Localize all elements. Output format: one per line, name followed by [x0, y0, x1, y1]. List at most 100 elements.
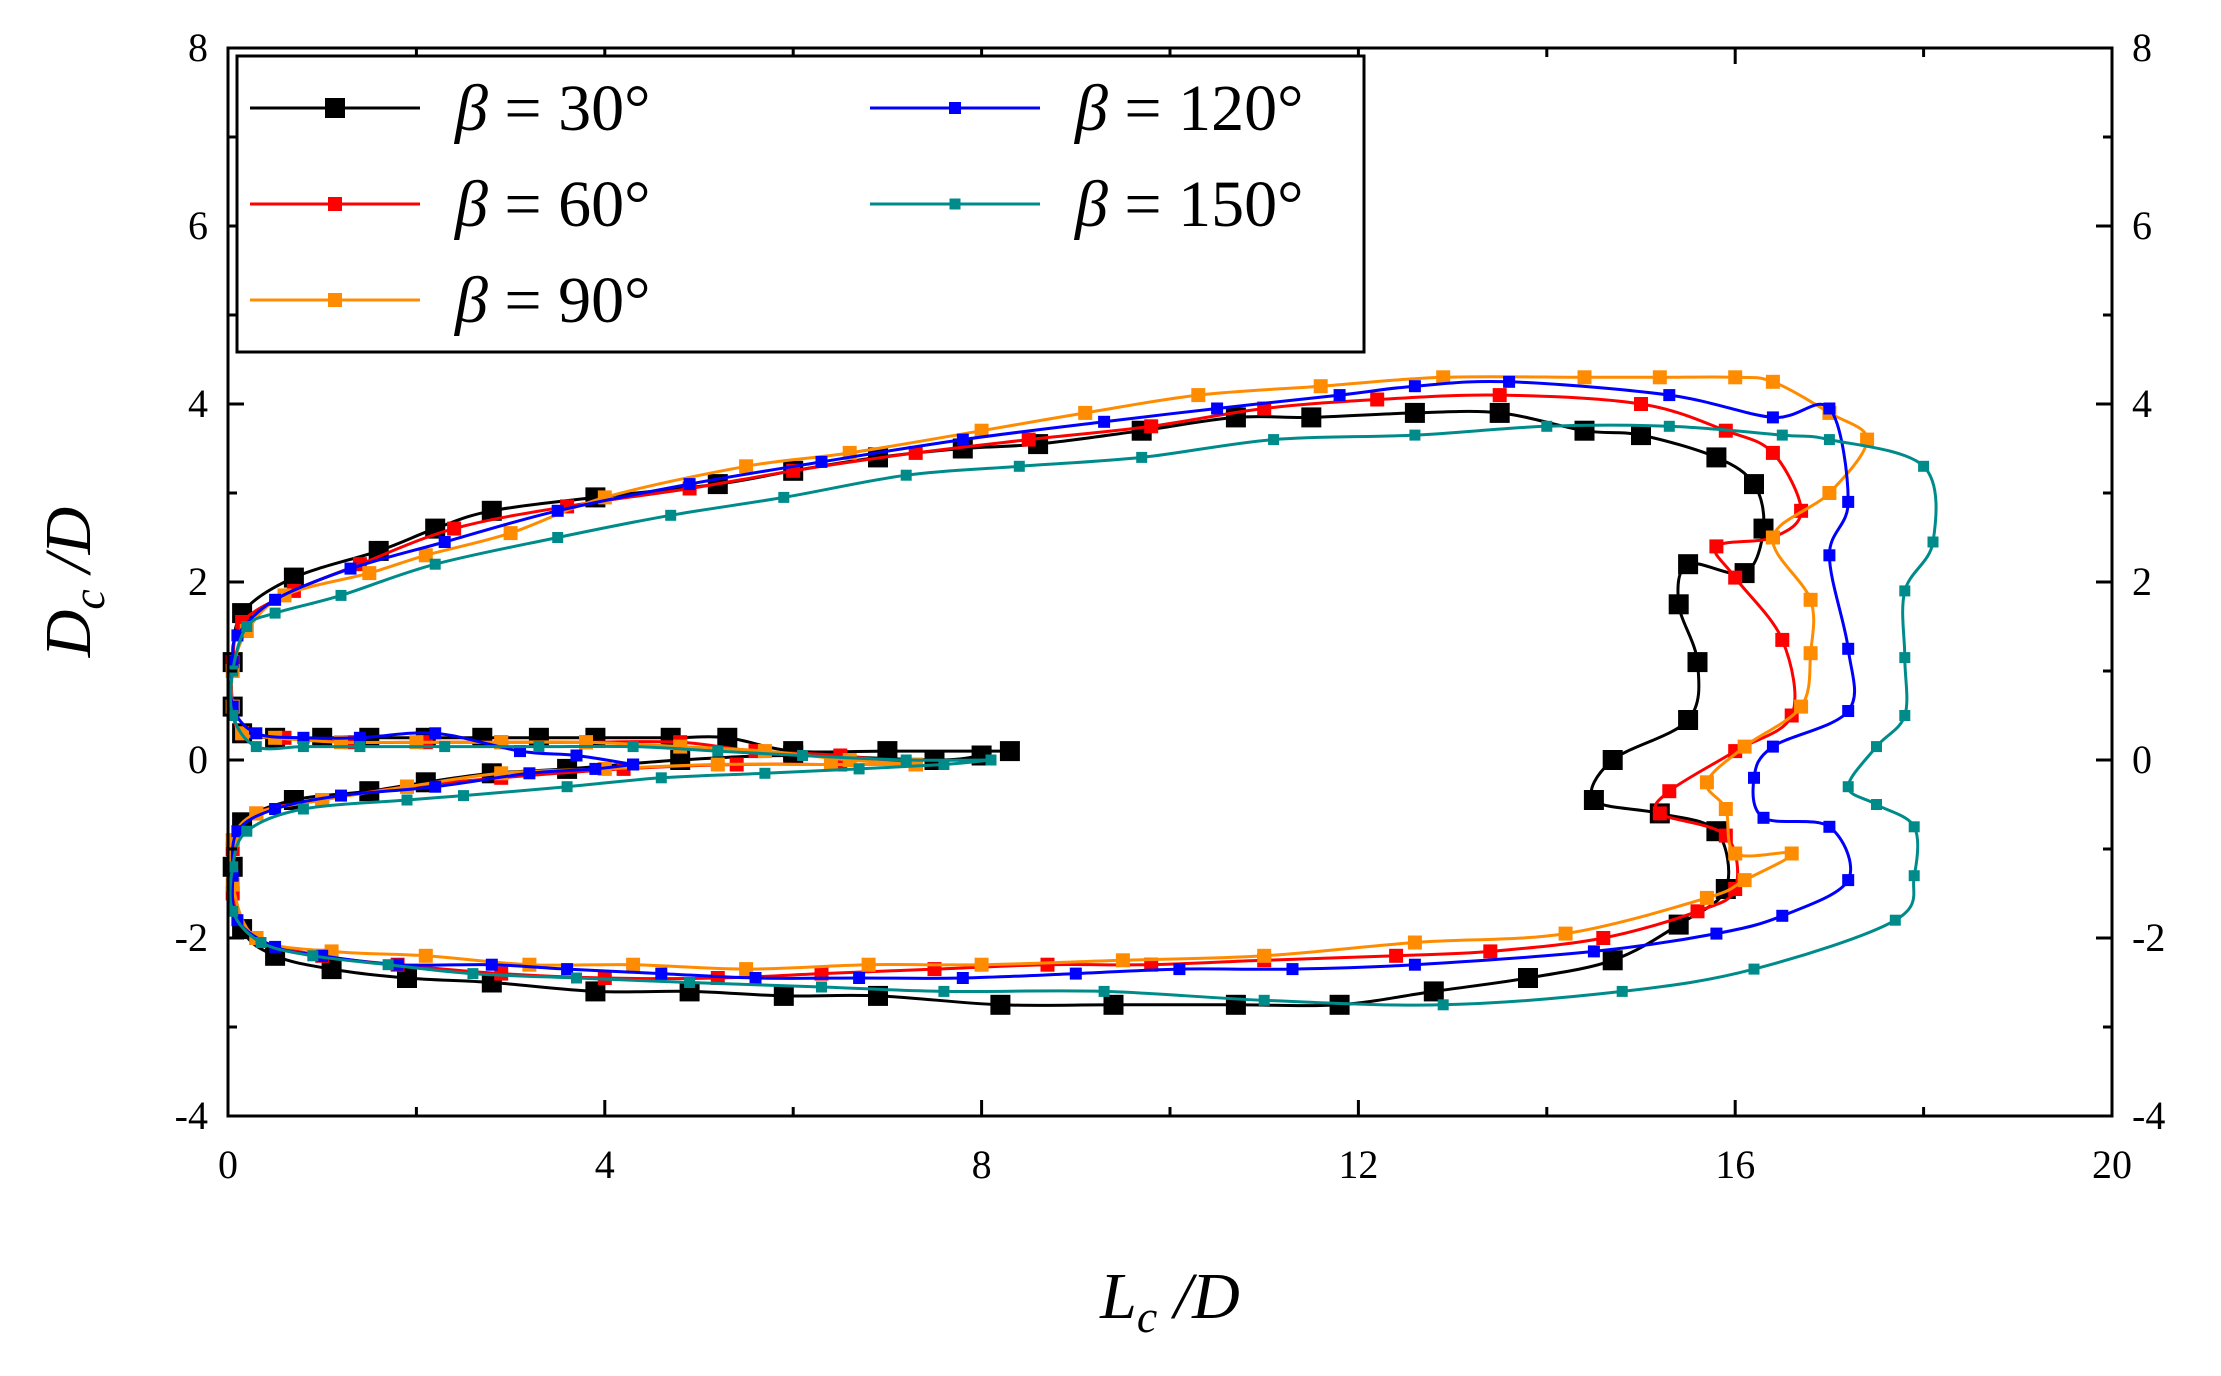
data-point: [900, 469, 912, 481]
data-point: [1136, 451, 1148, 463]
data-point: [665, 509, 677, 521]
data-point: [570, 749, 583, 762]
data-point: [1098, 985, 1110, 997]
data-point: [1191, 388, 1206, 403]
data-point: [227, 710, 239, 721]
legend-label: β = 30°: [453, 72, 651, 145]
x-axis-title: Lc /D: [1099, 1260, 1240, 1342]
data-point: [1784, 846, 1799, 861]
y-tick-label: 2: [188, 559, 208, 604]
legend-marker: [328, 197, 342, 211]
series-layer: [222, 370, 1939, 1015]
data-point: [400, 779, 414, 794]
y-axis-title-rest: /D: [32, 507, 105, 590]
x-axis-title-rest: /D: [1157, 1260, 1240, 1333]
data-point: [297, 803, 309, 815]
data-point: [1069, 967, 1082, 980]
data-point: [1899, 585, 1911, 597]
data-point: [485, 958, 498, 971]
data-point: [438, 536, 451, 548]
data-point: [673, 739, 688, 754]
data-point: [1728, 570, 1743, 585]
data-point: [1748, 771, 1760, 784]
data-point: [1103, 994, 1124, 1015]
data-point: [1616, 985, 1628, 997]
legend-label: β = 150°: [1073, 168, 1304, 241]
data-point: [585, 981, 606, 1002]
data-point: [552, 532, 564, 543]
data-point: [1765, 530, 1780, 545]
y-tick-label: 6: [188, 203, 208, 248]
data-point: [1587, 945, 1600, 958]
data-point: [335, 589, 347, 601]
data-point: [974, 957, 989, 972]
data-point: [227, 905, 239, 917]
data-point: [1699, 890, 1714, 905]
x-axis-title-main: L: [1099, 1260, 1137, 1333]
svg-text:Lc /D: Lc /D: [1099, 1260, 1240, 1342]
y-tick-label-right: -4: [2132, 1093, 2165, 1138]
legend-label: β = 120°: [1073, 72, 1304, 145]
data-point: [1687, 652, 1708, 673]
data-point: [739, 459, 754, 474]
data-point: [655, 967, 668, 980]
data-point: [269, 803, 282, 815]
y-tick-label: 8: [188, 25, 208, 70]
data-point: [362, 566, 377, 581]
plot-area: 0 4 8 12 16 20-4 -4-2 -20 02 24 46 68 8: [175, 25, 2166, 1187]
data-point: [1794, 699, 1809, 714]
data-point: [1889, 914, 1901, 926]
data-point: [1596, 931, 1611, 945]
data-point: [938, 985, 950, 997]
data-point: [297, 741, 309, 753]
y-tick-label-right: 4: [2132, 381, 2152, 426]
data-point: [1748, 963, 1760, 975]
series-4: [226, 375, 1857, 984]
data-point: [1409, 429, 1421, 441]
legend: β = 30°β = 60°β = 90°β = 120°β = 150°: [235, 54, 1366, 354]
data-point: [1737, 873, 1752, 888]
data-point: [1678, 710, 1699, 730]
data-point: [1728, 846, 1743, 861]
svg-text:Dc /D: Dc /D: [32, 507, 114, 659]
x-axis-title-sub: c: [1137, 1291, 1157, 1342]
data-point: [561, 781, 573, 793]
x-tick-label: 16: [1715, 1142, 1755, 1187]
data-point: [815, 455, 828, 468]
series-2: [225, 388, 1809, 985]
data-point: [1765, 374, 1780, 389]
data-point: [1040, 957, 1055, 972]
y-tick-label: -2: [175, 915, 208, 960]
data-point: [250, 741, 262, 753]
data-point: [1860, 432, 1875, 447]
data-point: [429, 727, 442, 740]
data-point: [956, 972, 969, 984]
data-point: [974, 423, 989, 438]
data-point: [1918, 460, 1930, 472]
data-point: [1257, 948, 1272, 963]
data-point: [344, 562, 357, 575]
data-point: [1370, 392, 1385, 407]
data-point: [1577, 370, 1592, 385]
data-point: [1489, 402, 1510, 423]
tick-layer: 0 4 8 12 16 20-4 -4-2 -20 02 24 46 68 8: [175, 25, 2166, 1187]
data-point: [1389, 948, 1404, 963]
data-point: [1574, 420, 1595, 441]
legend-beta-symbol: β: [1073, 168, 1108, 241]
y-tick-label-right: 6: [2132, 203, 2152, 248]
data-point: [589, 762, 602, 775]
data-point: [1668, 594, 1689, 615]
data-point: [626, 957, 641, 972]
legend-beta-value: = 120°: [1108, 72, 1304, 145]
data-point: [1483, 944, 1498, 959]
data-point: [990, 994, 1011, 1015]
data-point: [1678, 554, 1699, 575]
legend-marker: [328, 293, 342, 307]
data-point: [683, 478, 696, 491]
data-point: [250, 727, 263, 740]
data-point: [861, 957, 876, 972]
data-point: [1871, 799, 1882, 810]
data-point: [227, 861, 239, 873]
data-point: [1899, 710, 1911, 721]
data-point: [759, 767, 771, 779]
